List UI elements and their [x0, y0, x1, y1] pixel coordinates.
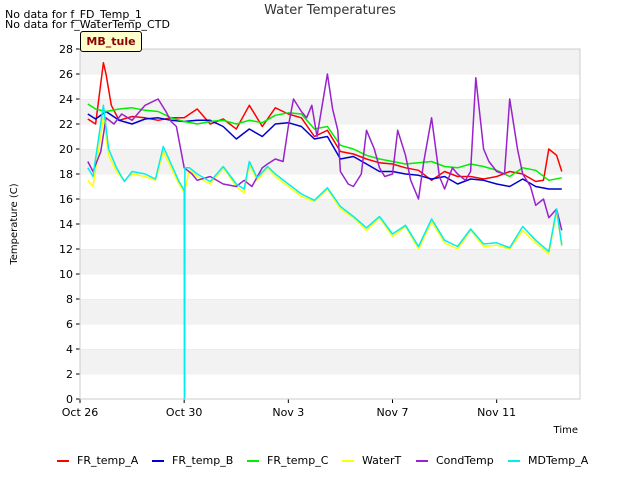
chart-title: Water Temperatures — [264, 3, 396, 18]
legend-label: FR_temp_B — [172, 454, 234, 467]
grid-band — [80, 199, 580, 224]
grid-band — [80, 49, 580, 74]
y-tick-label: 12 — [59, 243, 73, 256]
y-tick-label: 20 — [59, 143, 73, 156]
legend-label: FR_temp_A — [77, 454, 139, 467]
site-badge: MB_tule — [80, 31, 142, 52]
x-tick-label: Nov 11 — [477, 406, 516, 419]
y-tick-label: 22 — [59, 118, 73, 131]
plot-frame — [79, 48, 581, 400]
y-tick-label: 18 — [59, 168, 73, 181]
legend-label: WaterT — [362, 454, 402, 467]
y-tick-label: 24 — [59, 93, 73, 106]
y-tick-label: 8 — [66, 293, 73, 306]
y-tick-label: 10 — [59, 268, 73, 281]
grid-bands — [80, 48, 580, 399]
y-tick-label: 14 — [59, 218, 73, 231]
grid-band — [80, 249, 580, 274]
legend-swatch — [57, 460, 69, 462]
legend: FR_temp_A FR_temp_B FR_temp_C WaterT Con… — [0, 452, 640, 472]
y-tick-label: 6 — [66, 318, 73, 331]
legend-swatch — [152, 460, 164, 462]
legend-swatch — [416, 460, 428, 462]
y-tick-label: 26 — [59, 68, 73, 81]
series-line-watert — [87, 117, 563, 255]
legend-swatch — [508, 460, 520, 462]
grid-band — [80, 374, 580, 399]
legend-label: MDTemp_A — [528, 454, 589, 467]
y-tick-label: 28 — [59, 43, 73, 56]
series-line-fr-temp-a — [87, 62, 563, 183]
y-axis-label: Temperature (C) — [9, 183, 20, 265]
x-tick-label: Oct 30 — [166, 406, 203, 419]
y-tick-label: 16 — [59, 193, 73, 206]
grid-band — [80, 299, 580, 324]
legend-swatch — [342, 460, 354, 462]
grid-band — [80, 349, 580, 374]
grid-band — [80, 324, 580, 349]
x-axis-label: Time — [553, 425, 578, 436]
series-line-mdtemp-a — [87, 104, 563, 400]
x-tick-label: Oct 26 — [62, 406, 99, 419]
legend-swatch — [247, 460, 259, 462]
x-axis-ticks: Oct 26 Oct 30 Nov 3 Nov 7 Nov 11 — [62, 399, 516, 419]
no-data-note-1: No data for f_FD_Temp_1 — [5, 8, 142, 21]
series-line-fr-temp-c — [87, 103, 562, 182]
series-layer — [87, 62, 563, 400]
x-tick-label: Nov 7 — [377, 406, 409, 419]
legend-label: CondTemp — [436, 454, 494, 467]
grid-band — [80, 174, 580, 199]
legend-label: FR_temp_C — [267, 454, 329, 467]
series-line-fr-temp-b — [87, 110, 562, 190]
grid-band — [80, 124, 580, 149]
grid-band — [80, 274, 580, 299]
x-tick-label: Nov 3 — [272, 406, 304, 419]
series-line-condtemp — [87, 73, 563, 231]
y-tick-label: 2 — [66, 368, 73, 381]
no-data-note-2: No data for f_WaterTemp_CTD — [5, 18, 170, 31]
y-tick-label: 0 — [66, 393, 73, 406]
y-tick-label: 4 — [66, 343, 73, 356]
